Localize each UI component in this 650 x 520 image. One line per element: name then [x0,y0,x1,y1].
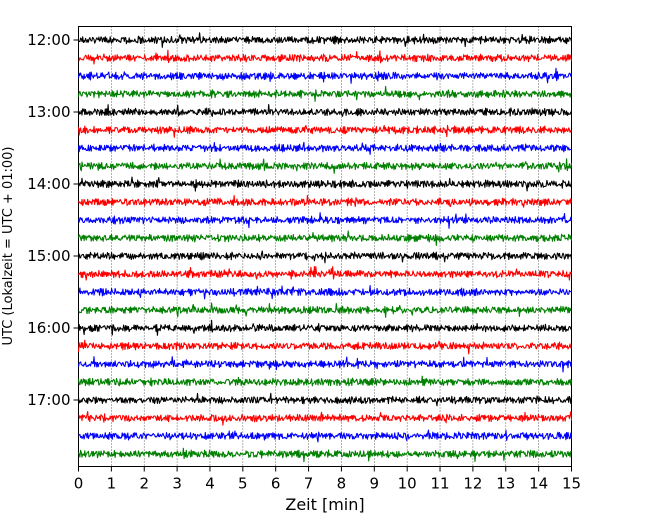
y-tick-label: 13:00 [27,103,70,121]
x-tick-label: 11 [430,475,449,493]
trace-line [77,85,572,102]
y-tick-label: 14:00 [27,175,70,193]
trace-line [77,319,572,336]
plot-frame [78,26,572,467]
x-tick-label: 14 [529,475,548,493]
trace-line [77,212,573,229]
trace-line [77,250,573,264]
x-tick-label: 1 [107,475,117,493]
trace-line [78,266,572,281]
y-tick-label: 12:00 [27,31,70,49]
trace-line [77,141,572,155]
y-tick-label: 15:00 [27,247,70,265]
trace-line [77,392,573,407]
y-tick-label: 16:00 [27,319,70,337]
x-axis-label: Zeit [min] [285,495,364,514]
x-tick-label: 9 [370,475,380,493]
trace-line [77,356,573,373]
x-tick-label: 6 [271,475,281,493]
trace-line [78,176,573,192]
trace-line [77,194,573,208]
y-tick-label: 17:00 [27,391,70,409]
x-tick-label: 13 [496,475,515,493]
x-axis-ticks: 0 1 2 3 4 5 6 7 8 9 10 11 12 13 14 15 [74,466,581,493]
trace-line [78,302,572,318]
x-tick-label: 7 [304,475,314,493]
x-tick-label: 8 [337,475,347,493]
trace-line [78,32,573,48]
x-tick-label: 10 [398,475,417,493]
trace-line [78,447,572,463]
x-tick-label: 3 [172,475,182,493]
trace-line [78,284,572,300]
x-tick-label: 2 [139,475,149,493]
y-axis-ticks: 12:00 13:00 14:00 15:00 16:00 17:00 [27,31,79,409]
trace-line [77,339,572,355]
x-tick-label: 4 [205,475,215,493]
trace-line [77,375,573,387]
traces [77,32,573,463]
trace-line [78,158,573,174]
trace-line [77,67,573,84]
trace-line [78,411,573,426]
trace-line [77,124,572,138]
trace-line [78,49,573,65]
trace-line [77,104,572,117]
x-tick-label: 5 [238,475,248,493]
vertical-grid [111,26,539,467]
y-axis-label: UTC (Lokalzeit = UTC + 01:00) [1,147,16,346]
trace-line [78,429,573,443]
x-tick-label: 15 [562,475,581,493]
trace-line [77,230,573,246]
x-tick-label: 0 [74,475,84,493]
x-tick-label: 12 [463,475,482,493]
